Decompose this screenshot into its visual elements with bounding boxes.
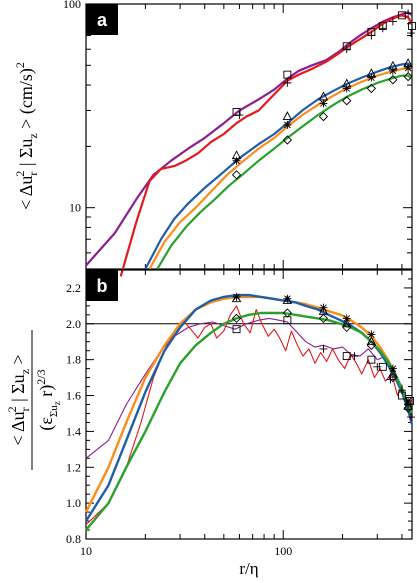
series-line-green [156, 74, 413, 270]
marker-diamond [403, 71, 413, 82]
series-line-blue [84, 293, 414, 522]
marker-star [367, 330, 376, 339]
marker-diamond [282, 308, 293, 318]
marker-plus [397, 386, 406, 395]
marker-star [319, 303, 328, 312]
marker-diamond [388, 75, 398, 85]
marker-plus [367, 31, 376, 40]
marker-triangle [341, 318, 352, 328]
series-line-red [119, 14, 413, 277]
marker-diamond [318, 313, 329, 324]
marker-star [342, 314, 351, 323]
marker-diamond [282, 135, 293, 145]
marker-diamond [342, 96, 352, 106]
y-tick-label: 0.8 [66, 532, 81, 546]
panel-b-tag [86, 270, 118, 301]
y-tick-label: 100 [63, 0, 81, 11]
panel-a-series [85, 11, 413, 277]
panel-a-tag [86, 4, 118, 35]
marker-square [342, 352, 351, 361]
series-line-purple [85, 317, 413, 459]
marker-star [232, 156, 241, 165]
panel-a-label: a [97, 10, 108, 30]
marker-star [283, 120, 292, 129]
marker-diamond [318, 111, 329, 122]
marker-plus [404, 9, 413, 18]
marker-square [367, 355, 376, 364]
y-tick-label: 2.2 [66, 281, 81, 295]
panel-a-frame [85, 3, 413, 270]
marker-plus [388, 17, 397, 26]
y-tick-label: 1.8 [66, 353, 81, 367]
marker-plus [407, 29, 416, 38]
marker-plus [407, 413, 416, 422]
marker-star [283, 294, 292, 303]
marker-triangle [388, 368, 398, 378]
panel-b-ylabel-denominator: (εΣuz r)2/3 [34, 369, 62, 430]
marker-diamond [231, 313, 242, 324]
marker-square [397, 11, 406, 20]
panel-b: 10 100 0.8 1.0 1.2 1.4 1.6 1.8 2.0 2.2 b < Δur2 |… [5, 269, 416, 578]
marker-plus [350, 352, 359, 361]
series-line-red [85, 305, 413, 526]
marker-triangle [282, 295, 293, 304]
marker-diamond [403, 403, 413, 413]
y-tick-label: 1.4 [66, 424, 81, 438]
marker-plus [342, 45, 351, 54]
marker-star [388, 66, 397, 75]
panel-a-markers [231, 9, 416, 180]
marker-triangle [231, 293, 242, 303]
marker-triangle [366, 336, 377, 346]
x-tick-label: 10 [80, 544, 92, 558]
marker-star [319, 99, 328, 108]
series-line-orange [84, 295, 414, 513]
y-tick-label: 1.2 [66, 460, 81, 474]
marker-star [404, 396, 413, 405]
marker-star [232, 292, 241, 301]
marker-triangle [282, 111, 293, 121]
marker-diamond [231, 170, 242, 180]
marker-star [388, 364, 397, 373]
marker-square [283, 70, 292, 79]
marker-star [342, 84, 351, 93]
marker-diamond [366, 340, 377, 350]
marker-square [232, 325, 241, 334]
panel-b-label: b [97, 276, 108, 296]
x-tick-label: 100 [274, 544, 292, 558]
series-line-blue [144, 62, 413, 270]
marker-diamond [342, 322, 352, 333]
panel-b-series [84, 293, 414, 531]
panel-b-xlabel: r/η [239, 559, 258, 578]
panel-a-ticks: 10 100 [63, 0, 412, 270]
series-line-orange [148, 66, 413, 270]
marker-star [404, 64, 413, 73]
marker-plus [319, 344, 328, 353]
y-tick-label: 2.0 [66, 317, 81, 331]
panel-a-ylabel: < Δur2 | Σuz > (cm/s)2 [13, 62, 40, 210]
y-tick-label: 1.0 [66, 496, 81, 510]
series-line-green [85, 311, 414, 531]
y-tick-label: 10 [69, 201, 81, 215]
marker-diamond [366, 83, 377, 94]
marker-plus [283, 78, 292, 87]
series-line-purple [85, 11, 413, 267]
panel-a: 10 100 a < Δur2 | Σuz > (cm/s)2 [13, 0, 416, 277]
panel-b-ylabel: < Δur2 | Σuz > (εΣuz r)2/3 [5, 330, 62, 470]
panel-b-ticks: 10 100 0.8 1.0 1.2 1.4 1.6 1.8 2.0 2.2 [66, 269, 412, 558]
marker-star [367, 73, 376, 82]
marker-diamond [388, 372, 398, 383]
marker-plus [235, 111, 244, 120]
panel-b-ylabel-numerator: < Δur2 | Σuz > [5, 354, 32, 445]
y-tick-label: 1.6 [66, 389, 81, 403]
marker-plus [378, 24, 387, 33]
panel-b-markers [231, 292, 416, 422]
marker-plus [373, 362, 382, 371]
marker-square [408, 22, 416, 30]
